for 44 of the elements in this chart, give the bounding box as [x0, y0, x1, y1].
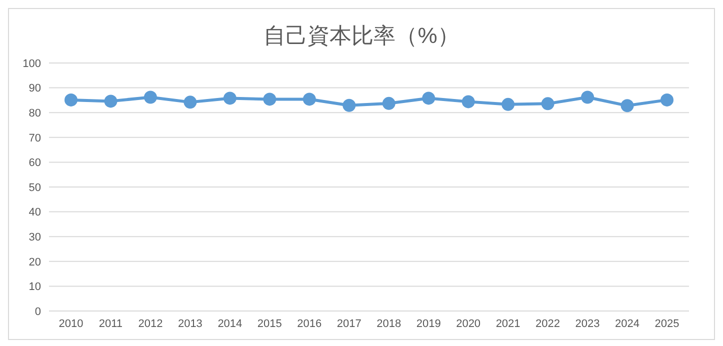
- point: [144, 90, 157, 104]
- y-tick-label: 80: [28, 108, 41, 120]
- x-tick-label: 2025: [654, 318, 680, 330]
- point: [620, 99, 634, 112]
- y-tick-label: 70: [28, 132, 41, 144]
- y-tick-label: 50: [28, 182, 41, 194]
- y-tick-label: 10: [28, 281, 41, 294]
- y-tick-label: 60: [28, 157, 41, 170]
- x-tick-label: 2018: [376, 318, 402, 330]
- point: [64, 93, 78, 106]
- point: [422, 92, 436, 105]
- point: [660, 93, 674, 106]
- x-tick-label: 2010: [58, 318, 84, 330]
- y-tick-label: 40: [28, 206, 41, 219]
- x-tick-label: 2024: [615, 318, 640, 330]
- point: [184, 96, 197, 109]
- point: [263, 92, 276, 106]
- x-tick-label: 2017: [336, 318, 362, 330]
- point: [342, 98, 356, 112]
- y-tick-label: 90: [28, 82, 41, 95]
- y-tick-label: 20: [28, 256, 41, 268]
- point: [302, 92, 316, 106]
- y-tick-label: 0: [34, 306, 41, 318]
- chart-title: 自己資本比率（%）: [262, 22, 460, 50]
- x-tick-label: 2011: [98, 318, 123, 330]
- x-tick-label: 2019: [416, 318, 441, 330]
- x-tick-label: 2023: [575, 318, 600, 330]
- point: [581, 90, 594, 104]
- x-tick-label: 2021: [496, 318, 520, 330]
- point: [462, 95, 475, 108]
- x-tick-label: 2016: [297, 318, 322, 330]
- point: [104, 94, 118, 108]
- point: [382, 96, 396, 110]
- x-tick-label: 2015: [257, 318, 282, 330]
- point: [541, 97, 554, 110]
- y-tick-label: 100: [22, 58, 41, 70]
- x-tick-label: 2013: [178, 318, 202, 330]
- point: [502, 98, 515, 111]
- x-tick-label: 2022: [536, 318, 560, 330]
- x-tick-label: 2020: [456, 318, 481, 330]
- x-tick-label: 2014: [218, 318, 242, 330]
- y-tick-label: 30: [28, 232, 41, 244]
- x-tick-label: 2012: [138, 318, 163, 330]
- point: [223, 92, 236, 105]
